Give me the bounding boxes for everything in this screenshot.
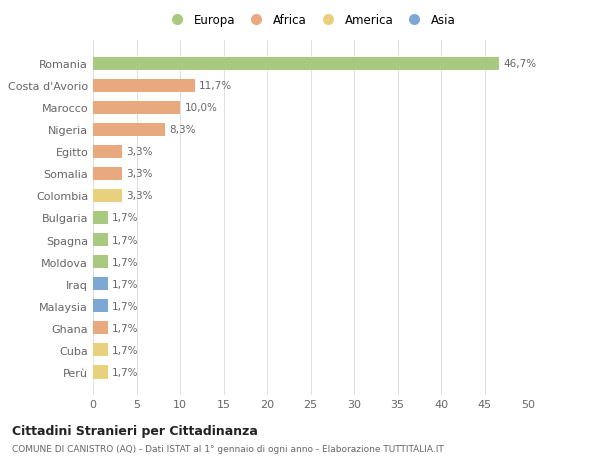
Text: 46,7%: 46,7% [503, 59, 537, 69]
Text: 1,7%: 1,7% [112, 257, 139, 267]
Bar [93, 57, 499, 71]
Bar [93, 190, 122, 202]
Bar [93, 299, 108, 313]
Bar [93, 79, 195, 93]
Text: 8,3%: 8,3% [170, 125, 196, 135]
Text: 1,7%: 1,7% [112, 345, 139, 355]
Bar [93, 168, 122, 180]
Bar [93, 343, 108, 357]
Text: 1,7%: 1,7% [112, 323, 139, 333]
Bar [93, 212, 108, 224]
Bar [93, 365, 108, 379]
Text: 1,7%: 1,7% [112, 367, 139, 377]
Text: 3,3%: 3,3% [126, 169, 152, 179]
Bar [93, 234, 108, 246]
Bar [93, 277, 108, 291]
Bar [93, 123, 165, 137]
Text: 1,7%: 1,7% [112, 279, 139, 289]
Bar [93, 146, 122, 159]
Bar [93, 101, 180, 115]
Text: Cittadini Stranieri per Cittadinanza: Cittadini Stranieri per Cittadinanza [12, 424, 258, 437]
Text: 3,3%: 3,3% [126, 191, 152, 201]
Bar [93, 321, 108, 335]
Legend: Europa, Africa, America, Asia: Europa, Africa, America, Asia [163, 12, 458, 29]
Text: COMUNE DI CANISTRO (AQ) - Dati ISTAT al 1° gennaio di ogni anno - Elaborazione T: COMUNE DI CANISTRO (AQ) - Dati ISTAT al … [12, 444, 444, 453]
Text: 3,3%: 3,3% [126, 147, 152, 157]
Text: 11,7%: 11,7% [199, 81, 232, 91]
Text: 1,7%: 1,7% [112, 213, 139, 223]
Bar [93, 256, 108, 269]
Text: 1,7%: 1,7% [112, 301, 139, 311]
Text: 10,0%: 10,0% [184, 103, 217, 113]
Text: 1,7%: 1,7% [112, 235, 139, 245]
